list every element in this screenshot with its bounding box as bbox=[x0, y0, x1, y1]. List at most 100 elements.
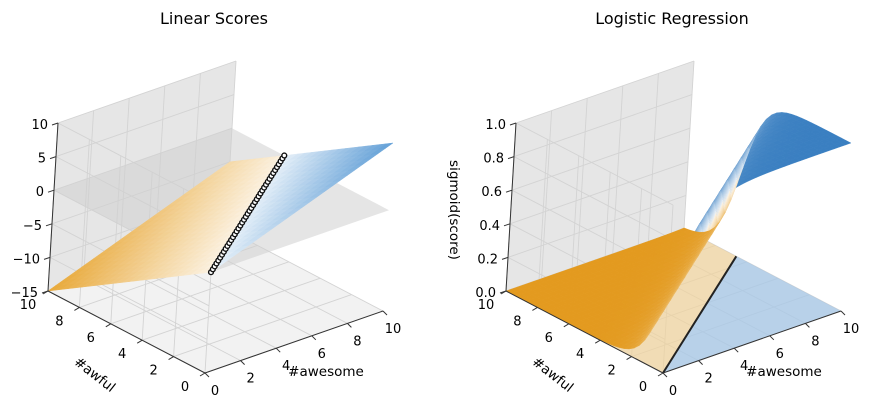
logistic-regression-subplot: Logistic Regression 0 2 4 6 8 10 0 2 4 6 8 10 1.0 0.8… bbox=[446, 9, 859, 399]
grid-left-z bbox=[515, 122, 674, 206]
grid-floor-y bbox=[110, 261, 289, 325]
right-title: Logistic Regression bbox=[595, 9, 748, 28]
left-surface bbox=[47, 128, 394, 292]
positive-region bbox=[663, 256, 841, 373]
z-tick bbox=[41, 290, 49, 294]
z-tick-label: −5 bbox=[23, 219, 42, 234]
x-tick bbox=[733, 347, 739, 353]
right-surface bbox=[505, 112, 852, 374]
x-axis-line bbox=[204, 310, 384, 374]
surface-patch bbox=[840, 140, 852, 146]
x-tick-label: 0 bbox=[211, 384, 219, 399]
x-tick bbox=[769, 335, 775, 341]
x-tick bbox=[240, 360, 245, 365]
z-tick bbox=[47, 189, 55, 193]
z-tick bbox=[43, 256, 51, 260]
linear-scores-subplot: Linear Scores 0 2 4 6 8 10 0 2 4 6 8 10 10 5 0 −5 −10 −15… bbox=[11, 9, 402, 399]
grid-back-z bbox=[513, 94, 693, 158]
y-tick-label: 10 bbox=[20, 298, 37, 313]
x-tick-label: 2 bbox=[704, 372, 712, 387]
x-tick-label: 8 bbox=[811, 334, 819, 349]
grid-left-z bbox=[513, 156, 672, 239]
z-tick-label: 0.4 bbox=[479, 219, 500, 234]
y-tick-label: 8 bbox=[55, 314, 63, 329]
z-tick-label: 0.6 bbox=[481, 185, 502, 200]
x-axis-line bbox=[662, 310, 842, 374]
y-tick-label: 2 bbox=[149, 364, 157, 379]
surface-patch bbox=[378, 142, 394, 150]
y-tick bbox=[105, 323, 112, 328]
z-tick bbox=[45, 223, 53, 227]
z-tick-label: −10 bbox=[13, 252, 40, 267]
x-tick-label: 10 bbox=[385, 322, 402, 337]
y-tick bbox=[563, 323, 570, 328]
boundary-point bbox=[281, 152, 288, 159]
grid-back-x bbox=[683, 60, 695, 230]
grid-back-z bbox=[515, 60, 695, 124]
y-tick bbox=[626, 356, 632, 361]
y-tick-label: 6 bbox=[87, 331, 95, 346]
left-xlabel: #awesome bbox=[288, 364, 364, 380]
y-axis-line bbox=[47, 290, 206, 374]
x-tick-label: 6 bbox=[318, 347, 326, 362]
x-tick bbox=[382, 310, 388, 316]
x-tick-label: 8 bbox=[353, 334, 361, 349]
z-tick bbox=[503, 223, 511, 227]
pane-back bbox=[506, 61, 694, 291]
x-tick bbox=[698, 360, 703, 365]
grid-floor-y bbox=[173, 294, 352, 358]
y-axis-line bbox=[505, 290, 664, 374]
grid-back-z bbox=[507, 194, 687, 258]
z-tick-label: 0.8 bbox=[483, 152, 504, 167]
y-tick bbox=[594, 339, 601, 344]
right-tick-labels: 0 2 4 6 8 10 0 2 4 6 8 10 1.0 0.8 0.6 0.4 0.2 0.0 bbox=[475, 118, 859, 399]
left-title: Linear Scores bbox=[160, 9, 268, 28]
x-tick bbox=[840, 310, 846, 316]
left-axes bbox=[47, 122, 384, 374]
grid-back-x bbox=[576, 98, 588, 267]
x-tick-label: 4 bbox=[282, 359, 290, 374]
z-tick bbox=[505, 189, 513, 193]
z-tick bbox=[49, 156, 57, 160]
right-xlabel: #awesome bbox=[746, 364, 822, 380]
y-tick bbox=[657, 372, 664, 377]
z-tick bbox=[509, 122, 517, 126]
y-tick bbox=[74, 306, 80, 311]
z-tick bbox=[499, 290, 507, 294]
decision-boundary bbox=[662, 255, 738, 374]
z-tick-label: 0.2 bbox=[477, 252, 498, 267]
z-axis-line bbox=[505, 122, 517, 292]
x-tick bbox=[347, 323, 352, 328]
z-tick-label: 1.0 bbox=[485, 118, 506, 133]
y-tick-label: 8 bbox=[513, 314, 521, 329]
x-tick-label: 6 bbox=[776, 347, 784, 362]
right-zlabel: sigmoid(score) bbox=[446, 160, 462, 260]
grid-floor-x bbox=[83, 278, 241, 361]
grid-floor-y bbox=[142, 277, 321, 341]
grid-back-x bbox=[612, 85, 624, 254]
x-tick-label: 4 bbox=[740, 359, 748, 374]
y-tick bbox=[199, 372, 206, 377]
z-tick-label: 5 bbox=[38, 152, 46, 167]
right-ylabel: #awful bbox=[529, 354, 576, 396]
grid-back-x bbox=[541, 110, 553, 279]
z-tick-label: 0.0 bbox=[475, 286, 496, 301]
y-tick-label: 0 bbox=[181, 380, 189, 395]
grid-back-z bbox=[511, 127, 691, 191]
x-tick bbox=[204, 372, 210, 378]
right-axes bbox=[505, 122, 842, 374]
grid-back-x bbox=[647, 73, 659, 242]
z-tick bbox=[507, 156, 515, 160]
y-tick-label: 4 bbox=[118, 347, 126, 362]
z-tick-label: 0 bbox=[36, 185, 44, 200]
x-tick-label: 10 bbox=[843, 322, 860, 337]
y-tick bbox=[532, 306, 538, 311]
y-tick bbox=[136, 339, 143, 344]
z-tick bbox=[51, 122, 59, 126]
grid-back-z bbox=[57, 60, 237, 124]
z-tick bbox=[501, 256, 509, 260]
y-tick-label: 10 bbox=[478, 298, 495, 313]
grid-back-z bbox=[509, 161, 689, 225]
y-tick-label: 4 bbox=[576, 347, 584, 362]
x-tick bbox=[805, 323, 810, 328]
